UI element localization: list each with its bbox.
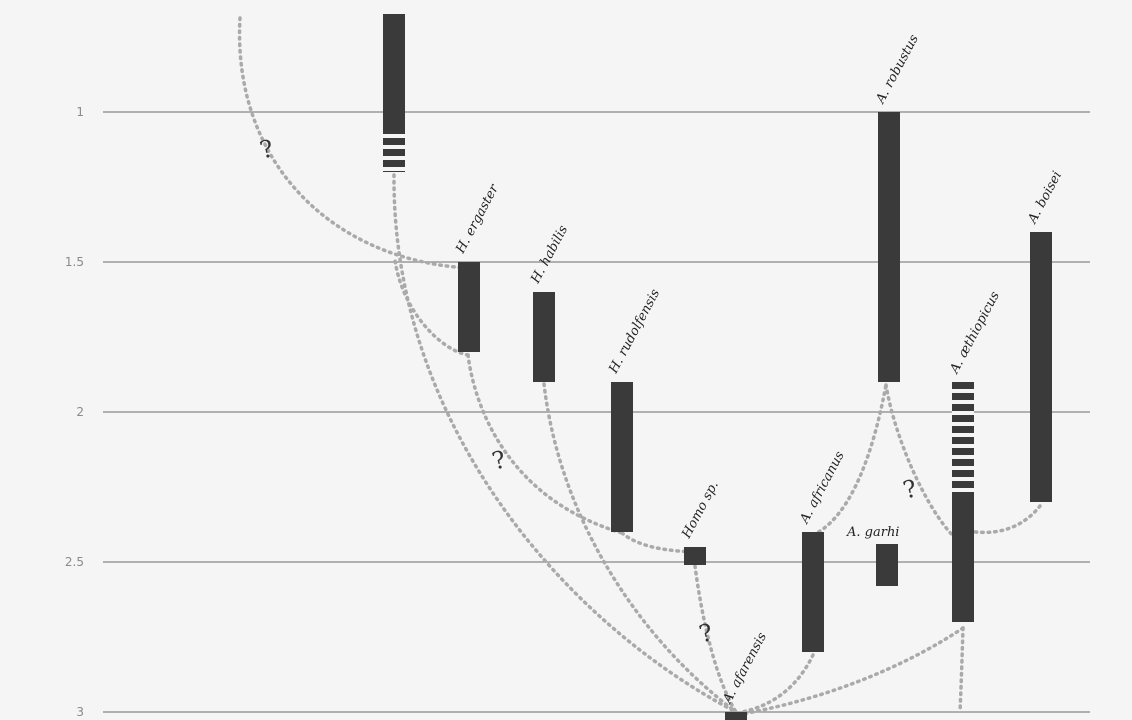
uncertainty-stripe [383,134,405,138]
range-bar [684,547,706,565]
link-robustus-to-aethiop [884,383,965,547]
range-bar-a-afarensis [725,712,747,720]
uncertainty-stripe [952,400,974,404]
species-label-a-africanus: A. africanus [797,449,848,527]
range-bar [611,382,633,532]
link-ergaster-down [466,353,624,535]
tick-label: 2.5 [65,555,84,569]
time-gridlines [103,111,1090,713]
species-label-a-aethiopicus: A. æthiopicus [947,289,1003,377]
uncertainty-stripe [952,466,974,470]
uncertainty-stripe [952,422,974,426]
question-mark: ? [696,618,716,648]
range-bar-homo-erectus [383,14,405,172]
range-bar-a-robustus [878,112,900,382]
link-robustus-to-africanus [811,383,888,537]
range-bar-homo-sp [684,547,706,565]
range-bar [878,112,900,382]
link-homo-sp-to-afar [693,564,738,714]
range-bar-h-habilis [533,292,555,382]
range-bar-h-ergaster [458,262,480,352]
range-bar [802,532,824,652]
time-axis-labels: 1 1.5 2 2.5 3 [65,105,84,719]
range-bar [952,382,974,622]
range-bar-a-aethiopicus [952,382,974,622]
link-boisei-to-aethiop [961,504,1042,535]
uncertainty-stripe [952,389,974,393]
species-label-a-robustus: A. robustus [873,32,922,107]
link-africanus-to-afar [740,653,815,714]
species-ranges [383,14,1052,720]
range-bar-a-africanus [802,532,824,652]
link-rudolf-to-homo-sp [620,531,697,554]
species-label-homo-sp: Homo sp. [679,479,722,542]
uncertainty-stripe [383,156,405,160]
range-bar-a-garhi [876,544,898,586]
link-ergaster-branch [393,258,470,357]
link-top-curve [237,16,470,270]
link-aethiop-to-afar [740,626,965,716]
link-aethiop-down [958,626,965,714]
uncertainty-stripe [952,455,974,459]
uncertainty-stripe [952,411,974,415]
question-mark: ? [489,445,509,475]
species-label-h-rudolfensis: H. rudolfensis [606,287,663,377]
species-label-h-habilis: H. habilis [528,223,572,287]
uncertainty-stripe [952,488,974,492]
tick-label: 1.5 [65,255,84,269]
range-bar-h-rudolfensis [611,382,633,532]
range-bar [876,544,898,586]
uncertainty-stripe [952,444,974,448]
range-bar-a-boisei [1030,232,1052,502]
species-label-a-afarensis: A. afarensis [720,630,770,707]
range-bar [725,712,747,720]
lineage-connections [237,16,1042,716]
species-label-a-boisei: A. boisei [1025,169,1065,227]
tick-label: 1 [76,105,84,119]
range-bar [533,292,555,382]
question-mark: ? [257,134,277,164]
range-bar [383,14,405,172]
range-bar [458,262,480,352]
uncertainty-stripe [952,433,974,437]
tick-label: 2 [76,405,84,419]
link-erectus-to-afar [392,173,738,714]
uncertainty-stripe [952,477,974,481]
tick-label: 3 [76,705,84,719]
uncertainty-stripe [383,167,405,171]
uncertainty-stripe [383,145,405,149]
species-label-a-garhi: A. garhi [846,525,899,540]
link-habilis-to-afar [542,382,738,714]
species-label-h-ergaster: H. ergaster [453,182,502,257]
range-bar [1030,232,1052,502]
